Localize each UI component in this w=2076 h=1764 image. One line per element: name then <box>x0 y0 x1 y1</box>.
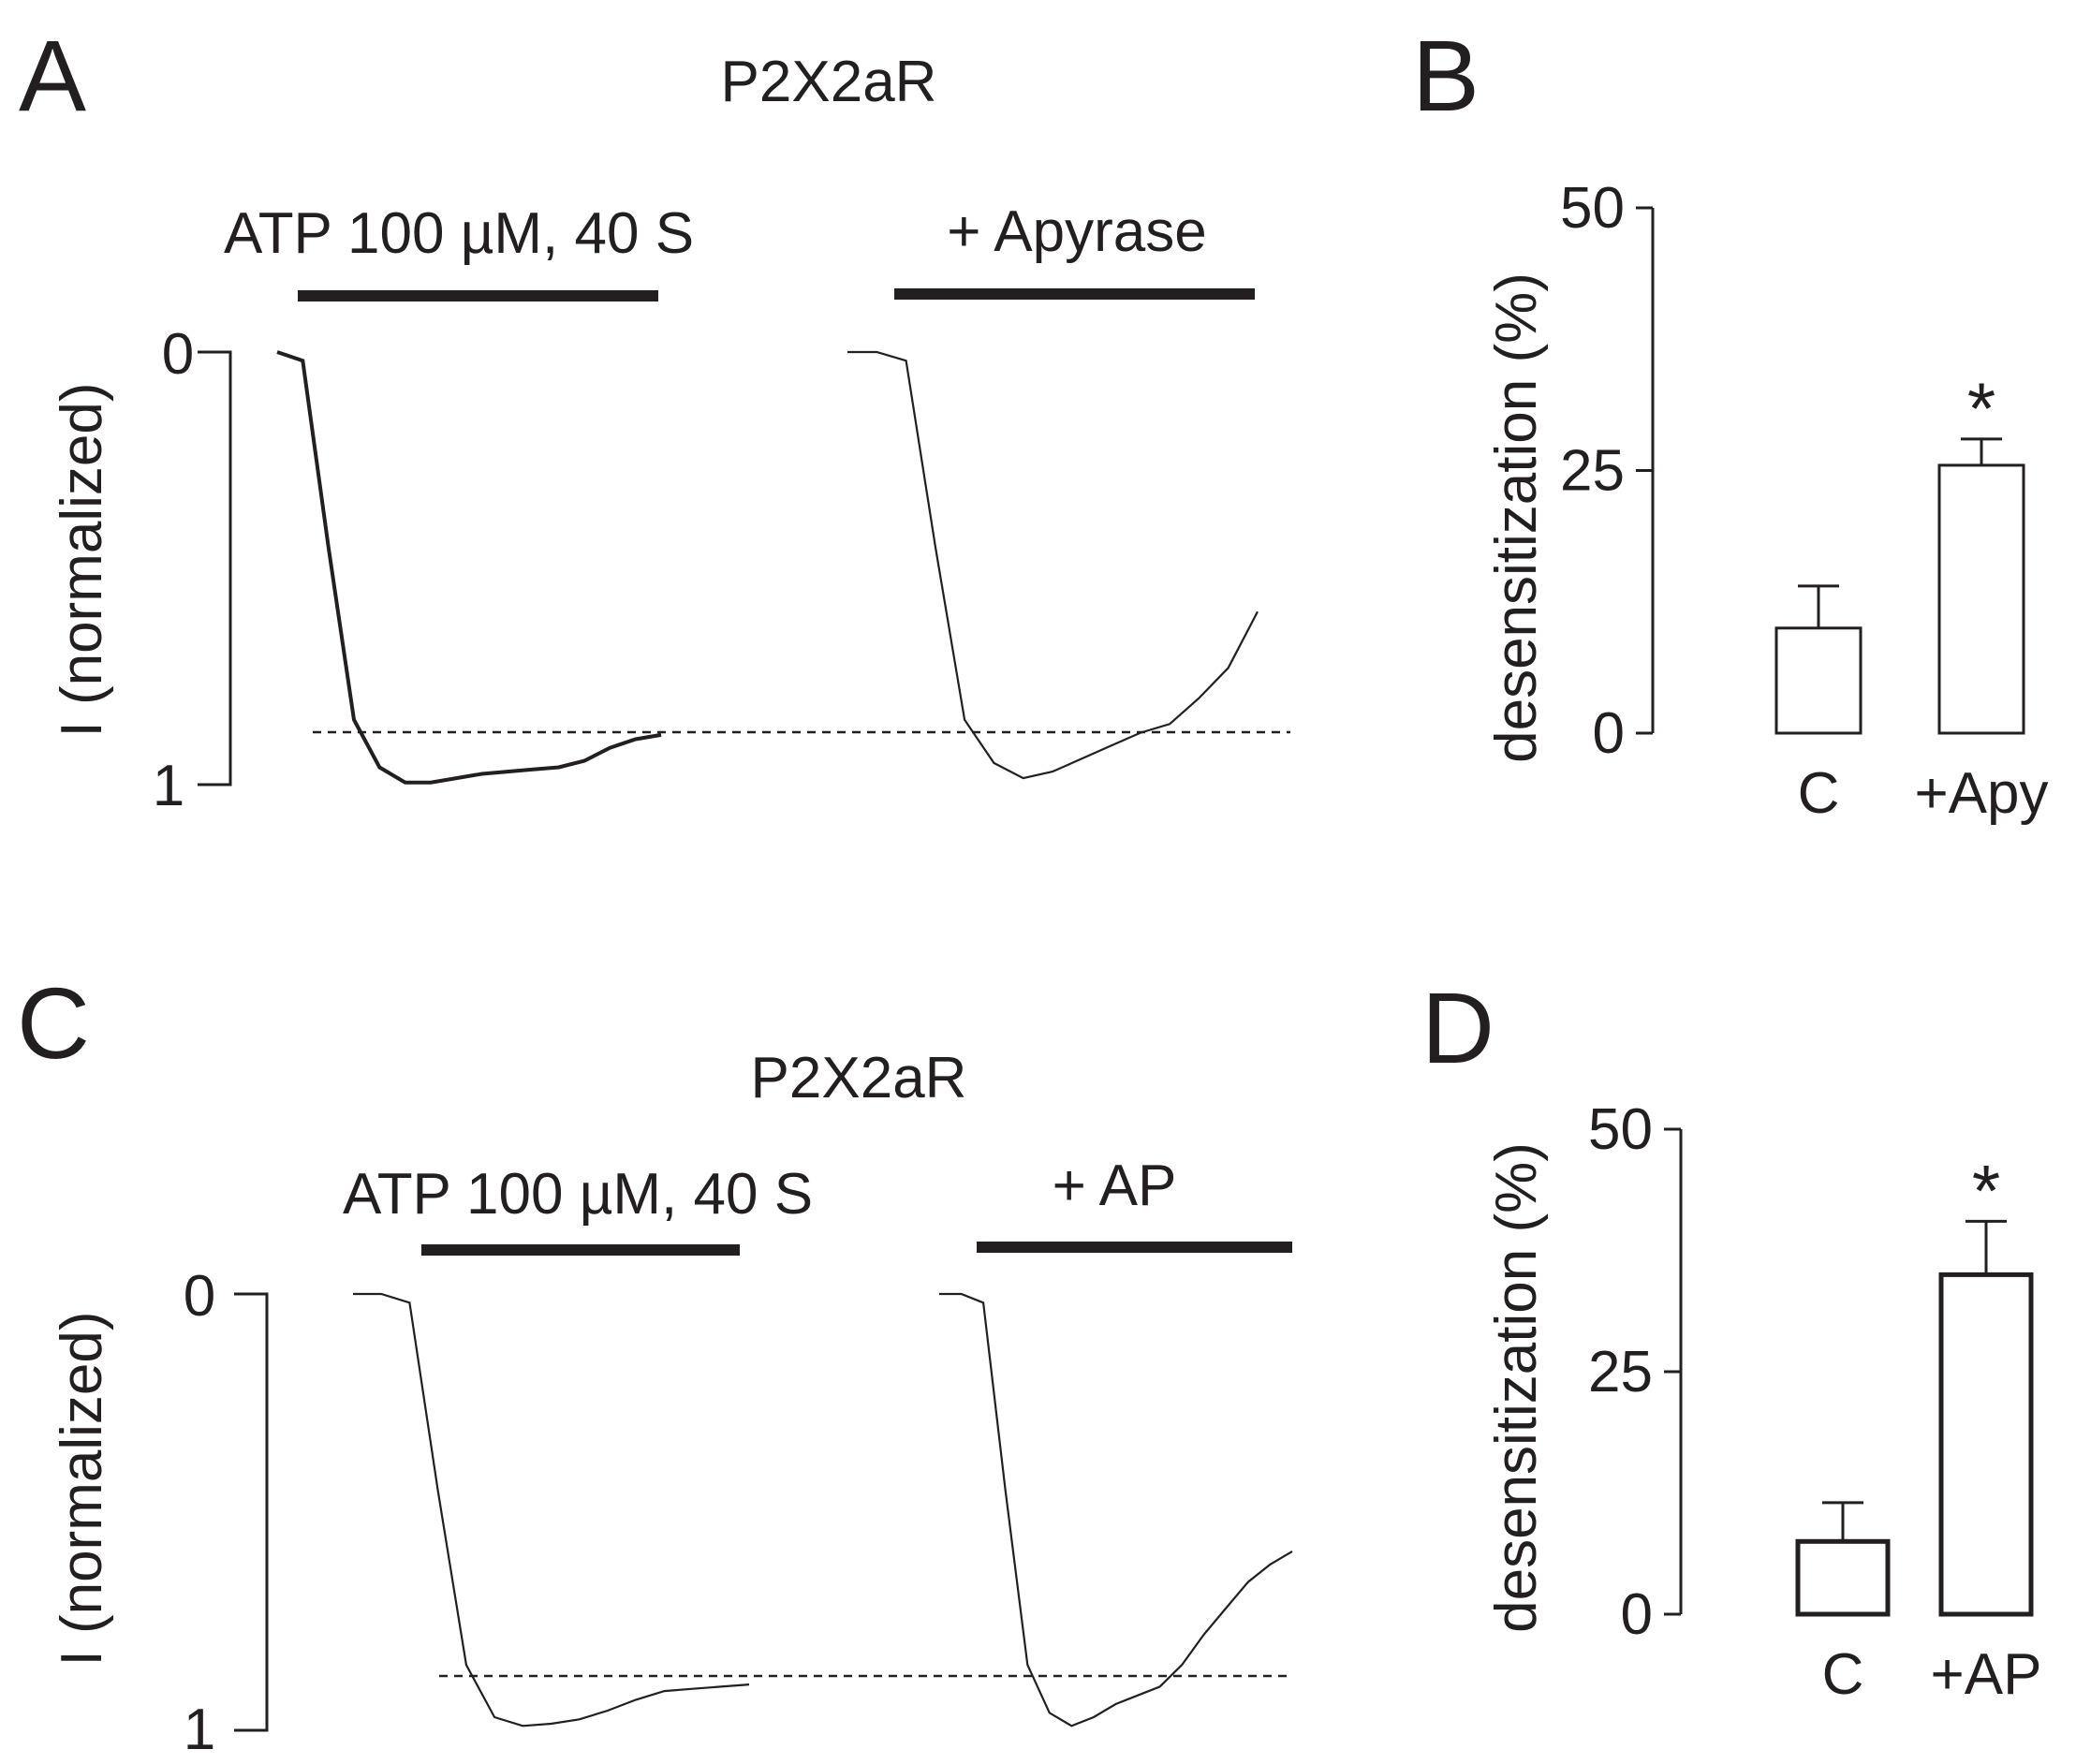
bar <box>1937 463 2025 735</box>
category-label: C <box>1798 761 1840 826</box>
error-bar <box>1822 1501 1863 1542</box>
panel-c-title: P2X2aR <box>751 1046 967 1110</box>
y-tick-label: 0 <box>1621 1582 1653 1647</box>
panel-a-title: P2X2aR <box>721 50 937 114</box>
panel-letter-d: D <box>1421 971 1494 1084</box>
y-tick-label: 25 <box>1560 439 1625 504</box>
error-bar <box>1798 584 1839 628</box>
panel-letter-a: A <box>19 19 86 132</box>
panel-letter-b: B <box>1412 19 1480 132</box>
panel-c-bar1-label: ATP 100 µM, 40 S <box>343 1162 813 1227</box>
panel-a-bar2-label: + Apyrase <box>947 199 1206 264</box>
panel-a-trace-control <box>276 350 662 785</box>
y-tick-label: 0 <box>1593 701 1625 766</box>
panel-b-significance: * <box>1967 367 1995 449</box>
error-bar <box>1961 437 2002 465</box>
y-tick-label: 50 <box>1588 1097 1653 1162</box>
bar <box>1795 1538 1891 1617</box>
panel-c: C P2X2aR ATP 100 µM, 40 S + AP I (normal… <box>17 966 1293 1762</box>
panel-c-ytick-1: 1 <box>184 1698 215 1762</box>
panel-a: A P2X2aR ATP 100 µM, 40 S + Apyrase I (n… <box>19 19 1290 818</box>
panel-a-ylabel: I (normalized) <box>50 383 114 738</box>
panel-a-trace-apyrase <box>847 350 1259 780</box>
panel-d-bars: C +AP <box>1795 1219 2042 1707</box>
panel-c-bar2-label: + AP <box>1053 1154 1177 1218</box>
bar <box>1774 626 1863 735</box>
panel-d: D desensitization (%) 0 25 50 C +AP * <box>1421 971 2041 1707</box>
panel-a-y-axis <box>198 350 232 786</box>
panel-c-ytick-0: 0 <box>184 1264 215 1329</box>
panel-d-ticks: 0 25 50 <box>1588 1097 1681 1647</box>
panel-c-trace-ap <box>939 1292 1293 1727</box>
y-tick-label: 50 <box>1560 176 1625 241</box>
error-bar <box>1966 1219 2007 1275</box>
panel-d-ylabel: desensitization (%) <box>1484 1142 1549 1633</box>
panel-a-ytick-0: 0 <box>162 322 194 387</box>
panel-a-ytick-1: 1 <box>153 754 184 818</box>
panel-letter-c: C <box>17 966 90 1080</box>
panel-d-significance: * <box>1972 1149 2000 1231</box>
panel-a-bar1-label: ATP 100 µM, 40 S <box>224 201 694 266</box>
panel-c-ylabel: I (normalized) <box>50 1312 114 1667</box>
panel-b-bars: C +Apy <box>1774 437 2049 826</box>
panel-c-y-axis <box>234 1292 269 1732</box>
panel-c-trace-control <box>353 1292 750 1727</box>
panel-b: B desensitization (%) 0 25 50 C +Apy * <box>1412 19 2049 826</box>
category-label: C <box>1822 1642 1864 1707</box>
category-label: +Apy <box>1914 761 2048 826</box>
category-label: +AP <box>1931 1642 2042 1707</box>
bar <box>1938 1272 2034 1617</box>
y-tick-label: 25 <box>1588 1340 1653 1404</box>
panel-b-ylabel: desensitization (%) <box>1484 272 1549 763</box>
panel-b-ticks: 0 25 50 <box>1560 176 1653 766</box>
